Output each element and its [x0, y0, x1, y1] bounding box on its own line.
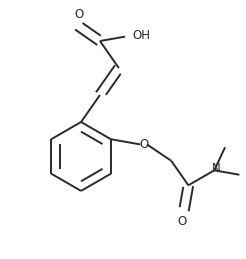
- Text: O: O: [178, 215, 187, 228]
- Text: OH: OH: [133, 29, 151, 42]
- Text: O: O: [75, 8, 84, 21]
- Text: O: O: [140, 138, 149, 151]
- Text: N: N: [212, 162, 221, 175]
